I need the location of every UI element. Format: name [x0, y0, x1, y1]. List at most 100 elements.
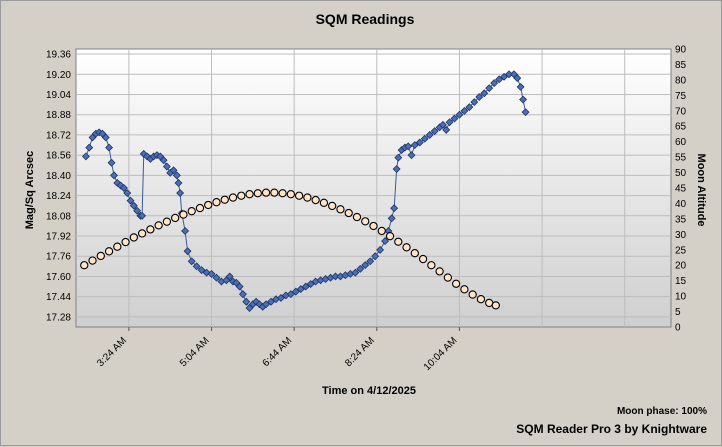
- sqm-point: [394, 153, 403, 162]
- y2-tick-label: 60: [675, 137, 687, 148]
- moon-altitude-point: [328, 201, 337, 211]
- sqm-point: [85, 143, 94, 152]
- sqm-point: [262, 300, 271, 309]
- moon-altitude-point: [418, 254, 428, 264]
- moon-altitude-series: [80, 188, 500, 310]
- y2-tick-label: 5: [675, 307, 681, 318]
- moon-altitude-point: [187, 207, 196, 216]
- sqm-point: [101, 133, 110, 142]
- sqm-point: [139, 149, 148, 158]
- y2-tick-label: 30: [675, 230, 687, 241]
- sqm-series: [81, 70, 530, 313]
- y2-tick-label: 0: [675, 323, 681, 334]
- moon-altitude-point: [491, 301, 500, 310]
- y-tick-label: 18.24: [46, 191, 71, 202]
- x-tick-label: 10:04 AM: [422, 335, 460, 373]
- sqm-point: [495, 75, 504, 84]
- sqm-point: [420, 134, 429, 143]
- sqm-point: [129, 201, 138, 210]
- sqm-point: [192, 262, 201, 271]
- sqm-point: [445, 118, 454, 127]
- moon-altitude-point: [80, 261, 89, 270]
- sqm-point: [465, 103, 474, 112]
- moon-altitude-point: [146, 225, 155, 234]
- sqm-point: [366, 257, 375, 266]
- moon-altitude-point: [303, 193, 312, 202]
- moon-altitude-point: [228, 193, 238, 202]
- y-tick-label: 17.28: [46, 312, 71, 323]
- moon-altitude-point: [385, 232, 395, 241]
- sqm-point: [455, 110, 464, 119]
- sqm-point: [81, 152, 90, 161]
- sqm-point: [500, 72, 509, 81]
- sqm-point: [197, 266, 206, 275]
- moon-altitude-point: [394, 237, 403, 246]
- sqm-point: [176, 189, 185, 198]
- y-tick-label: 18.88: [46, 110, 71, 121]
- moon-altitude-point: [361, 217, 370, 226]
- y2-tick-label: 40: [675, 199, 687, 210]
- x-axis-ticks: 3:24 AM 5:04 AM 6:44 AM 8:24 AM 10:04 AM: [95, 327, 460, 373]
- y2-tick-label: 90: [675, 45, 687, 56]
- sqm-point: [521, 108, 530, 117]
- moon-altitude-point: [427, 261, 436, 270]
- y2-tick-label: 20: [675, 261, 687, 272]
- sqm-point: [107, 158, 116, 167]
- sqm-point: [225, 272, 234, 281]
- moon-altitude-point: [195, 203, 205, 213]
- moon-altitude-point: [171, 213, 180, 223]
- sqm-point: [138, 211, 147, 220]
- moon-altitude-point: [220, 195, 229, 204]
- moon-altitude-point: [369, 221, 378, 231]
- y-tick-label: 19.04: [46, 90, 71, 101]
- moon-altitude-point: [278, 189, 287, 198]
- sqm-point: [430, 127, 439, 136]
- moon-altitude-point: [352, 212, 362, 222]
- sqm-point: [460, 106, 469, 115]
- sqm-point: [183, 247, 192, 256]
- moon-altitude-point: [253, 189, 262, 198]
- sqm-point: [410, 141, 419, 150]
- moon-altitude-point: [96, 251, 105, 261]
- y-axis-ticks: 17.28 17.44 17.60 17.76 17.92 18.08 18.24 18.40…: [46, 50, 71, 324]
- sqm-point: [119, 184, 128, 192]
- sqm-point: [276, 293, 285, 302]
- sqm-point: [356, 264, 365, 273]
- moon-altitude-point: [443, 273, 453, 282]
- y2-tick-label: 45: [675, 184, 687, 195]
- sqm-point: [475, 93, 484, 101]
- moon-altitude-point: [377, 226, 386, 236]
- moon-phase-text: Moon phase: 100%: [617, 406, 707, 417]
- sqm-point: [169, 166, 178, 175]
- sqm-point: [361, 261, 370, 270]
- sqm-point: [450, 114, 459, 123]
- y-tick-label: 18.56: [46, 151, 71, 162]
- moon-altitude-point: [435, 267, 444, 276]
- y2-tick-label: 55: [675, 153, 687, 164]
- plot-area: [75, 48, 672, 328]
- sqm-point: [381, 237, 390, 246]
- moon-altitude-point: [261, 188, 271, 197]
- moon-altitude-point: [476, 295, 486, 304]
- x-tick-label: 3:24 AM: [95, 335, 129, 369]
- y-tick-label: 17.44: [46, 292, 71, 303]
- y2-tick-label: 80: [675, 75, 687, 86]
- sqm-point: [438, 120, 447, 129]
- moon-altitude-point: [121, 237, 130, 247]
- moon-altitude-point: [237, 191, 246, 200]
- series-layer: [80, 70, 530, 313]
- sqm-point: [387, 214, 396, 223]
- app-name-text: SQM Reader Pro 3 by Knightware: [516, 422, 707, 436]
- sqm-point: [212, 273, 221, 282]
- y2-tick-label: 25: [675, 245, 687, 256]
- y2-tick-label: 70: [675, 106, 687, 117]
- moon-altitude-point: [460, 285, 469, 294]
- x-tick-label: 6:44 AM: [261, 335, 295, 369]
- moon-altitude-point: [270, 188, 279, 197]
- sqm-point: [267, 297, 275, 306]
- moon-altitude-point: [468, 290, 477, 299]
- sqm-point: [301, 282, 310, 291]
- moon-altitude-point: [286, 190, 296, 199]
- y2-tick-label: 50: [675, 168, 687, 179]
- sqm-point: [442, 125, 451, 134]
